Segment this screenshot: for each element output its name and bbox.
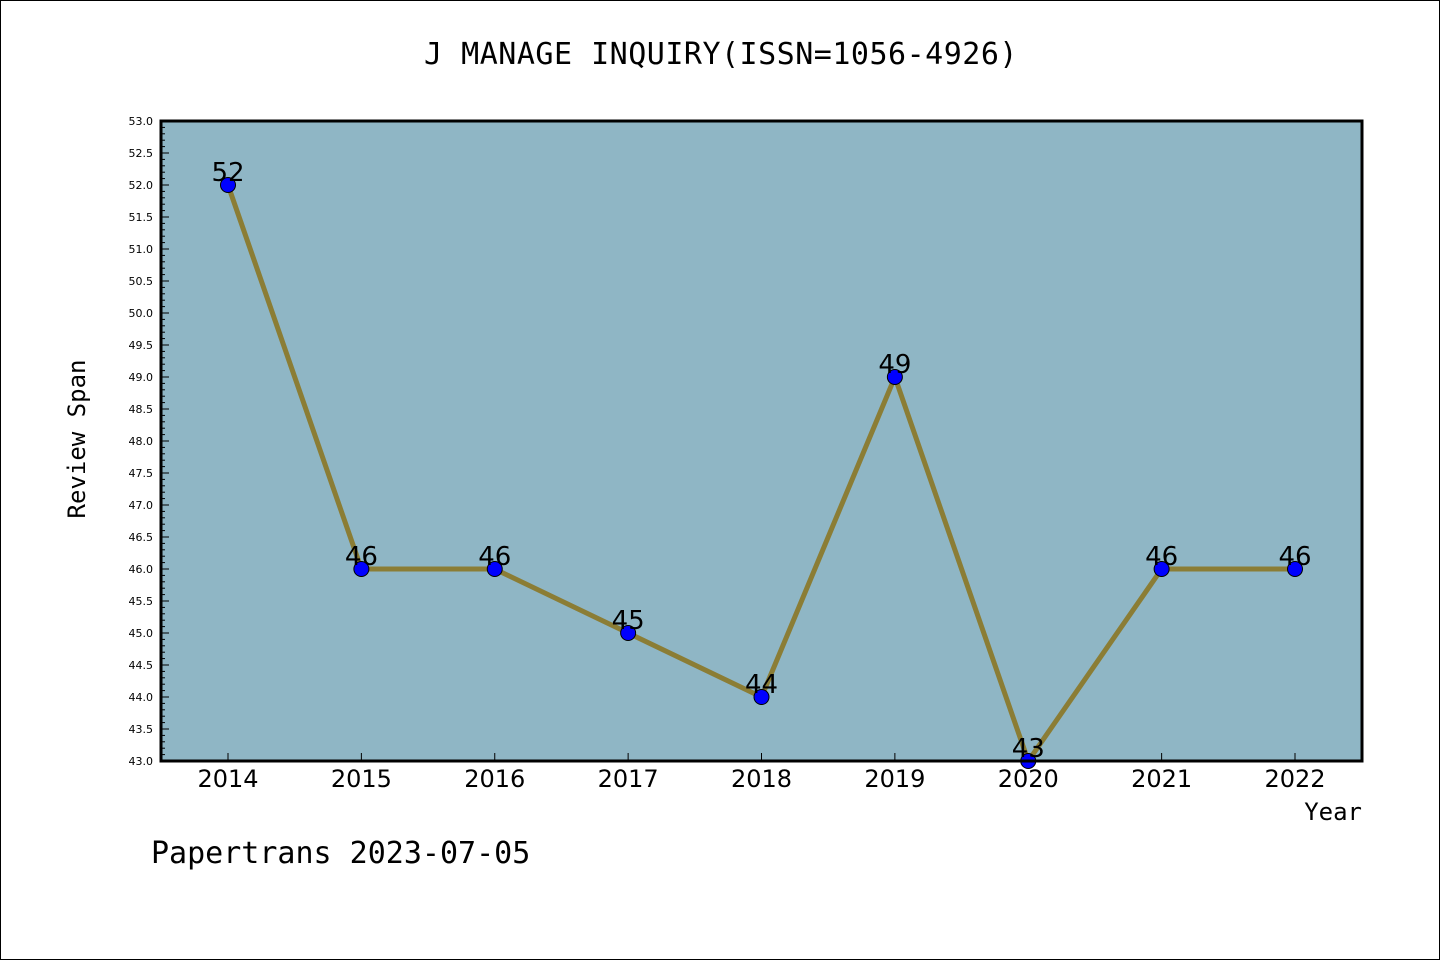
y-tick-label: 52.0 (129, 179, 154, 192)
data-label: 46 (478, 542, 511, 572)
x-tick-label: 2021 (1131, 765, 1192, 793)
data-label: 52 (211, 158, 244, 188)
data-point (620, 625, 637, 641)
y-tick-label: 53.0 (129, 115, 154, 128)
x-tick-label: 2022 (1264, 765, 1325, 793)
y-tick-label: 51.5 (129, 211, 154, 224)
y-tick-label: 46.5 (129, 531, 154, 544)
x-tick-label: 2017 (598, 765, 659, 793)
data-point (1287, 561, 1303, 577)
data-point (1153, 561, 1170, 577)
y-tick-label: 49.5 (129, 339, 154, 352)
data-point (220, 177, 236, 193)
x-tick-label: 2014 (197, 765, 258, 793)
data-label: 43 (1012, 734, 1045, 764)
y-tick-label: 43.0 (129, 755, 154, 768)
y-tick-label: 43.5 (129, 723, 154, 736)
y-tick-label: 44.5 (129, 659, 154, 672)
x-tick-label: 2016 (464, 765, 525, 793)
y-tick-label: 44.0 (129, 691, 154, 704)
y-tick-label: 45.0 (129, 627, 154, 640)
data-label: 46 (1145, 542, 1178, 572)
y-tick-label: 52.5 (129, 147, 154, 160)
data-label: 46 (345, 542, 378, 572)
y-axis-label: Review Span (63, 360, 91, 519)
y-tick-label: 48.0 (129, 435, 154, 448)
data-point (753, 689, 770, 705)
data-label: 45 (612, 606, 645, 636)
y-tick-label: 46.0 (129, 563, 154, 576)
y-tick-label: 47.0 (129, 499, 154, 512)
x-tick-label: 2015 (331, 765, 392, 793)
plot-frame (159, 119, 1364, 763)
watermark-text: Papertrans 2023-07-05 (151, 836, 531, 871)
data-label: 46 (1278, 542, 1311, 572)
x-tick-label: 2020 (998, 765, 1059, 793)
y-tick-label: 50.5 (129, 275, 154, 288)
x-tick-label: 2018 (731, 765, 792, 793)
data-label: 44 (745, 670, 778, 700)
data-point (486, 561, 503, 577)
data-point (886, 369, 903, 385)
y-tick-label: 47.5 (129, 467, 154, 480)
data-point (353, 561, 370, 577)
y-tick-label: 50.0 (129, 307, 154, 320)
plot-area (161, 121, 1362, 761)
data-label: 49 (878, 350, 911, 380)
y-tick-label: 49.0 (129, 371, 154, 384)
chart-title: J MANAGE INQUIRY(ISSN=1056-4926) (424, 37, 1018, 72)
x-axis-label: Year (1304, 798, 1362, 826)
y-tick-label: 45.5 (129, 595, 154, 608)
x-tick-label: 2019 (864, 765, 925, 793)
y-tick-label: 51.0 (129, 243, 154, 256)
y-tick-label: 48.5 (129, 403, 154, 416)
